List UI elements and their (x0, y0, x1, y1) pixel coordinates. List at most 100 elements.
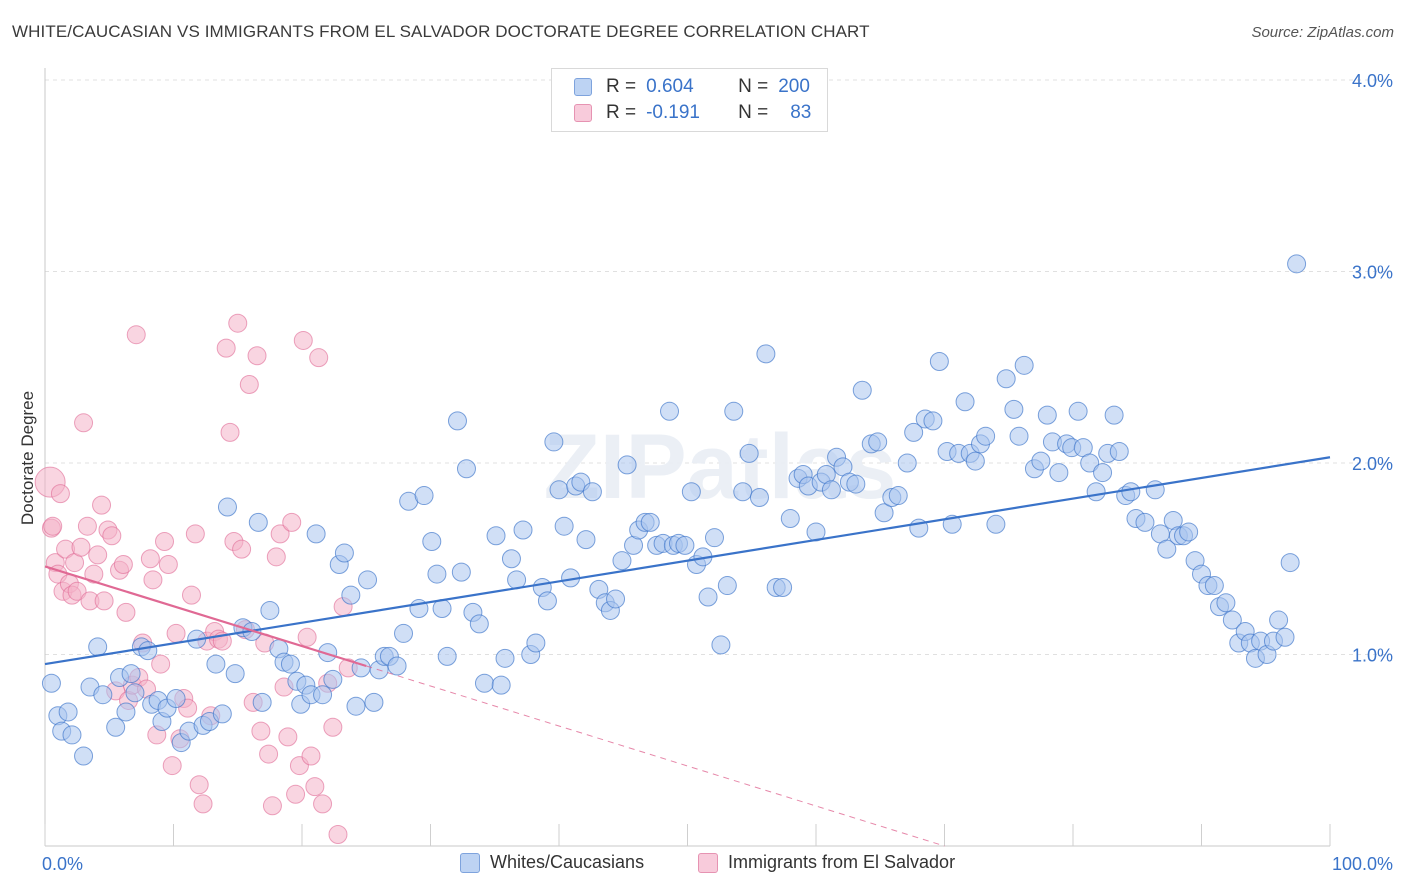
data-point-whites (280, 654, 300, 674)
data-point-whites (660, 401, 680, 421)
data-point-whites (996, 369, 1016, 389)
data-point-whites (252, 692, 272, 712)
data-point-whites (698, 587, 718, 607)
data-point-whites (1216, 593, 1236, 613)
data-point-whites (341, 585, 361, 605)
data-point-el-salvador (278, 727, 298, 747)
data-point-whites (733, 482, 753, 502)
data-point-whites (414, 486, 434, 506)
data-point-whites (323, 669, 343, 689)
data-point-whites (212, 704, 232, 724)
bottom-legend-label: Whites/Caucasians (490, 852, 645, 872)
data-point-whites (549, 480, 569, 500)
data-point-el-salvador (189, 775, 209, 795)
data-point-whites (437, 646, 457, 666)
data-point-el-salvador (77, 516, 97, 536)
data-point-el-salvador (94, 591, 114, 611)
data-point-whites (121, 664, 141, 684)
data-point-whites (711, 635, 731, 655)
data-point-whites (1037, 405, 1057, 425)
data-point-whites (965, 451, 985, 471)
data-point-whites (58, 702, 78, 722)
data-point-el-salvador (262, 796, 282, 816)
data-point-el-salvador (155, 532, 175, 552)
data-point-el-salvador (323, 717, 343, 737)
data-point-el-salvador (232, 539, 252, 559)
data-point-whites (422, 532, 442, 552)
data-point-whites (582, 482, 602, 502)
data-point-whites (544, 432, 564, 452)
data-point-whites (897, 453, 917, 473)
data-point-whites (358, 570, 378, 590)
legend-r-value: 0.604 (646, 76, 694, 97)
trend-line-el-salvador (44, 565, 367, 668)
data-point-whites (346, 696, 366, 716)
data-point-whites (1204, 576, 1224, 596)
data-point-whites (1068, 401, 1088, 421)
data-point-el-salvador (228, 313, 248, 333)
data-point-whites (717, 576, 737, 596)
tick-labels: 1.0% 2.0% 3.0% 4.0% 0.0% 100.0% (42, 71, 1393, 874)
data-point-el-salvador (92, 495, 112, 515)
data-point-whites (681, 482, 701, 502)
data-point-el-salvador (50, 484, 70, 504)
data-point-whites (1109, 442, 1129, 462)
legend-row-whites: R = 0.604 N = 200 (574, 74, 810, 100)
data-point-whites (456, 459, 476, 479)
data-point-el-salvador (266, 547, 286, 567)
data-point-el-salvador (270, 524, 290, 544)
data-point-whites (724, 401, 744, 421)
legend-r-label: R = (606, 102, 637, 123)
legend-swatch-blue (574, 78, 592, 96)
data-point-whites (306, 524, 326, 544)
data-point-el-salvador (88, 545, 108, 565)
bottom-legend-swatch-blue (460, 852, 480, 873)
data-point-whites (334, 543, 354, 563)
data-point-el-salvador (185, 524, 205, 544)
legend-r-value: -0.191 (646, 102, 700, 123)
data-point-whites (1275, 627, 1295, 647)
data-point-whites (138, 641, 158, 661)
data-point-whites (248, 512, 268, 532)
grid-lines (45, 79, 1390, 655)
data-point-el-salvador (328, 825, 348, 845)
data-point-whites (501, 549, 521, 569)
data-point-whites (986, 514, 1006, 534)
data-point-whites (1009, 426, 1029, 446)
data-point-whites (756, 344, 776, 364)
data-point-whites (93, 685, 113, 705)
data-point-whites (451, 562, 471, 582)
data-point-el-salvador (251, 721, 271, 741)
data-point-whites (1280, 553, 1300, 573)
data-point-whites (125, 683, 145, 703)
trend-extension-el-salvador (366, 665, 945, 847)
data-point-whites (1135, 512, 1155, 532)
data-point-whites (166, 689, 186, 709)
data-point-el-salvador (67, 581, 87, 601)
bottom-legend-el-salvador: Immigrants from El Salvador (698, 852, 955, 873)
data-point-whites (675, 535, 695, 555)
data-point-el-salvador (151, 654, 171, 674)
trend-lines (44, 456, 1331, 847)
data-point-whites (1014, 355, 1034, 375)
data-point-whites (904, 422, 924, 442)
data-point-whites (106, 717, 126, 737)
data-point-whites (852, 380, 872, 400)
y-axis-label: Doctorate Degree (18, 391, 37, 525)
data-point-whites (387, 656, 407, 676)
axes (44, 68, 1331, 847)
data-point-el-salvador (193, 794, 213, 814)
data-point-whites (874, 503, 894, 523)
data-point-el-salvador (286, 784, 306, 804)
data-point-whites (41, 673, 61, 693)
data-point-whites (1157, 539, 1177, 559)
data-point-el-salvador (220, 422, 240, 442)
y-tick-label: 1.0% (1352, 646, 1393, 666)
data-point-whites (846, 474, 866, 494)
data-point-el-salvador (113, 554, 133, 574)
data-point-whites (1179, 522, 1199, 542)
y-tick-label: 4.0% (1352, 71, 1393, 91)
legend-swatch-pink (574, 104, 592, 122)
data-point-whites (526, 633, 546, 653)
